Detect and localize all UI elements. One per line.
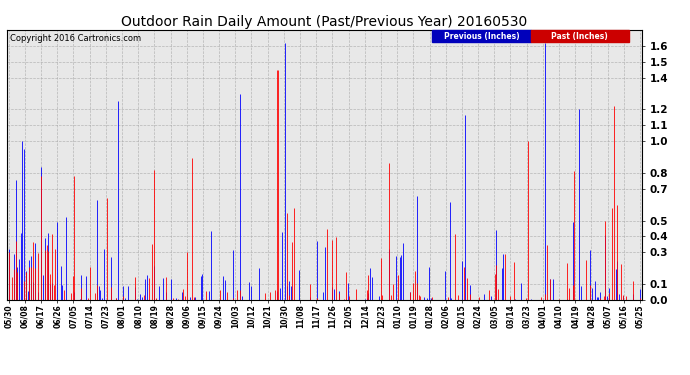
Text: Copyright 2016 Cartronics.com: Copyright 2016 Cartronics.com [10, 34, 141, 43]
Text: Previous (Inches): Previous (Inches) [444, 32, 520, 41]
Text: Past (Inches): Past (Inches) [551, 32, 608, 41]
Title: Outdoor Rain Daily Amount (Past/Previous Year) 20160530: Outdoor Rain Daily Amount (Past/Previous… [121, 15, 527, 29]
Bar [531, 30, 629, 42]
Bar [432, 30, 531, 42]
